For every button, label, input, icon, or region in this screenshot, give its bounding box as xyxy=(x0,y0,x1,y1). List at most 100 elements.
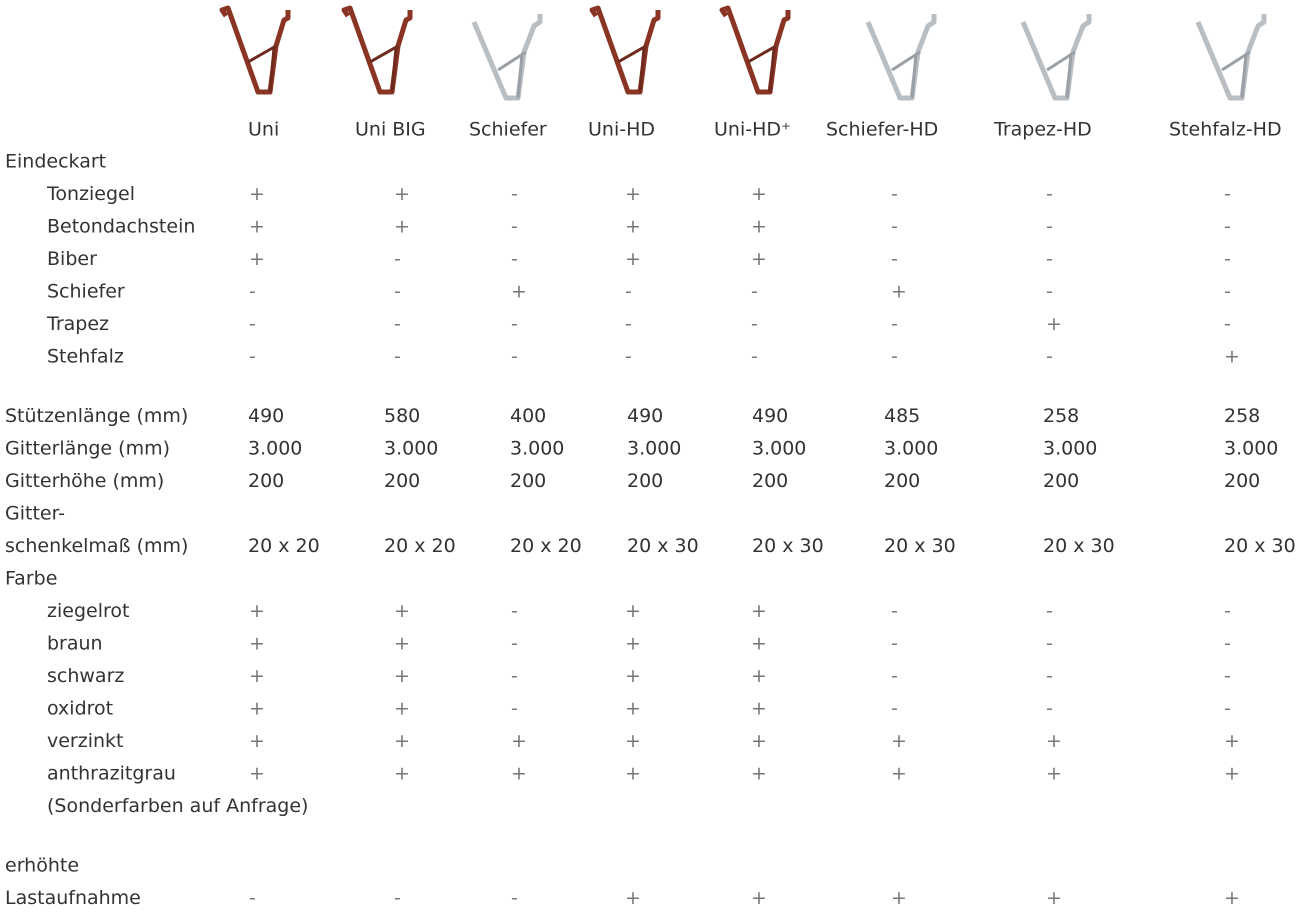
availability-mark: + xyxy=(625,698,641,720)
availability-mark: - xyxy=(511,698,518,720)
availability-mark: + xyxy=(394,763,410,785)
cell-value: 490 xyxy=(627,405,663,427)
column-header: Uni BIG xyxy=(355,119,426,141)
availability-mark: + xyxy=(394,183,410,205)
availability-mark: + xyxy=(249,763,265,785)
row-label: Lastaufnahme xyxy=(5,887,141,909)
availability-mark: - xyxy=(891,313,898,335)
availability-mark: - xyxy=(394,313,401,335)
cell-value: 20 x 20 xyxy=(384,535,456,557)
availability-mark: - xyxy=(1046,633,1053,655)
availability-mark: + xyxy=(249,600,265,622)
availability-mark: - xyxy=(1224,248,1231,270)
cell-value: 200 xyxy=(752,470,788,492)
row-label: Tonziegel xyxy=(46,183,135,205)
availability-mark: - xyxy=(249,281,256,303)
availability-mark: + xyxy=(751,600,767,622)
cell-value: 20 x 30 xyxy=(752,535,824,557)
availability-mark: + xyxy=(249,183,265,205)
availability-mark: + xyxy=(394,633,410,655)
availability-mark: - xyxy=(394,281,401,303)
availability-mark: - xyxy=(1224,633,1231,655)
availability-mark: + xyxy=(1224,346,1240,368)
product-image xyxy=(474,14,540,98)
availability-mark: + xyxy=(249,730,265,752)
availability-mark: - xyxy=(1224,281,1231,303)
availability-mark: + xyxy=(1224,763,1240,785)
availability-mark: + xyxy=(249,633,265,655)
availability-mark: + xyxy=(751,665,767,687)
availability-mark: - xyxy=(1046,665,1053,687)
availability-mark: + xyxy=(625,248,641,270)
availability-mark: + xyxy=(625,600,641,622)
cell-value: 20 x 30 xyxy=(884,535,956,557)
availability-mark: - xyxy=(891,665,898,687)
availability-mark: - xyxy=(249,887,256,909)
product-image xyxy=(868,14,934,98)
product-image xyxy=(722,8,788,92)
row-label: verzinkt xyxy=(47,730,124,752)
column-header: Trapez-HD xyxy=(993,119,1092,141)
availability-mark: + xyxy=(1046,313,1062,335)
product-image xyxy=(344,8,410,92)
availability-mark: - xyxy=(1046,281,1053,303)
availability-mark: + xyxy=(751,216,767,238)
cell-value: 258 xyxy=(1043,405,1079,427)
row-label: schenkelmaß (mm) xyxy=(5,535,188,557)
availability-mark: - xyxy=(511,887,518,909)
availability-mark: + xyxy=(394,665,410,687)
availability-mark: + xyxy=(625,216,641,238)
availability-mark: - xyxy=(511,313,518,335)
availability-mark: - xyxy=(891,248,898,270)
availability-mark: - xyxy=(1224,183,1231,205)
availability-mark: - xyxy=(751,281,758,303)
availability-mark: - xyxy=(1046,248,1053,270)
availability-mark: + xyxy=(751,730,767,752)
availability-mark: - xyxy=(511,633,518,655)
cell-value: 20 x 20 xyxy=(248,535,320,557)
availability-mark: - xyxy=(511,665,518,687)
availability-mark: - xyxy=(891,346,898,368)
availability-mark: + xyxy=(394,600,410,622)
row-label: Stehfalz xyxy=(47,346,124,368)
availability-mark: - xyxy=(511,216,518,238)
column-header: Schiefer xyxy=(469,119,547,141)
section-heading: Farbe xyxy=(5,568,57,590)
product-image xyxy=(592,8,658,92)
availability-mark: + xyxy=(1046,887,1062,909)
cell-value: 200 xyxy=(384,470,420,492)
product-image xyxy=(222,8,288,92)
product-image xyxy=(1198,14,1264,98)
availability-mark: + xyxy=(1224,887,1240,909)
cell-value: 3.000 xyxy=(510,438,564,460)
availability-mark: + xyxy=(394,216,410,238)
availability-mark: - xyxy=(891,633,898,655)
availability-mark: - xyxy=(249,313,256,335)
section-heading: Eindeckart xyxy=(5,151,106,173)
cell-value: 200 xyxy=(248,470,284,492)
availability-mark: + xyxy=(891,887,907,909)
availability-mark: - xyxy=(1224,313,1231,335)
cell-value: 20 x 30 xyxy=(1043,535,1115,557)
availability-mark: - xyxy=(1224,600,1231,622)
availability-mark: + xyxy=(625,183,641,205)
cell-value: 20 x 30 xyxy=(627,535,699,557)
availability-mark: - xyxy=(891,183,898,205)
availability-mark: + xyxy=(1046,763,1062,785)
cell-value: 3.000 xyxy=(627,438,681,460)
availability-mark: + xyxy=(751,248,767,270)
column-header: Uni-HD⁺ xyxy=(714,119,791,141)
availability-mark: + xyxy=(891,730,907,752)
row-label: Biber xyxy=(47,248,97,270)
row-label: oxidrot xyxy=(47,698,113,720)
cell-value: 200 xyxy=(510,470,546,492)
availability-mark: - xyxy=(511,346,518,368)
availability-mark: + xyxy=(1224,730,1240,752)
availability-mark: - xyxy=(511,183,518,205)
row-label: anthrazitgrau xyxy=(47,763,176,785)
cell-value: 400 xyxy=(510,405,546,427)
availability-mark: - xyxy=(891,216,898,238)
availability-mark: + xyxy=(394,698,410,720)
availability-mark: - xyxy=(1046,600,1053,622)
